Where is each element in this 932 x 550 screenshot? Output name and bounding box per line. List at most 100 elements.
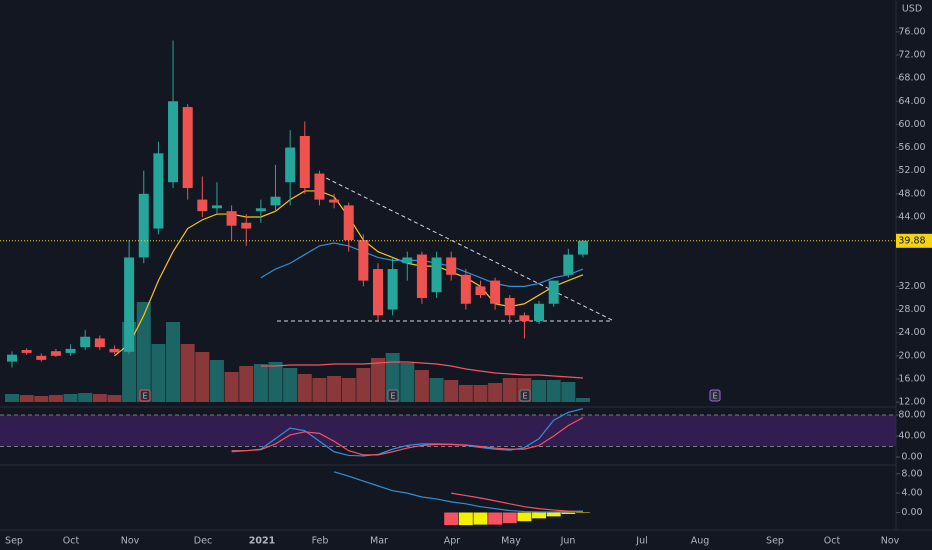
volume-bar (268, 362, 283, 402)
macd-histogram-bar (458, 512, 473, 526)
candle-body (387, 269, 398, 310)
x-tick-label: Feb (312, 536, 329, 547)
candle-body (138, 193, 149, 258)
candle-body (563, 254, 574, 275)
earnings-label: E (712, 392, 717, 401)
y-tick-label: 80.00 (898, 409, 925, 420)
volume-bar (575, 398, 590, 402)
candle-body (65, 348, 76, 353)
y-tick-label: 20.00 (898, 350, 925, 361)
candle-body (182, 107, 193, 189)
x-tick-label: Sep (5, 536, 23, 547)
x-tick-label: 2021 (249, 536, 275, 547)
candle-body (548, 280, 559, 304)
x-tick-label: Sep (766, 536, 784, 547)
macd-histogram-bar (502, 512, 517, 524)
candle-body (270, 196, 281, 206)
x-tick-label: Jun (560, 536, 576, 547)
x-tick-label: Nov (881, 536, 900, 547)
volume-bar (488, 383, 503, 402)
macd-histogram-bar (546, 512, 561, 517)
candle-body (475, 286, 486, 296)
candle-body (373, 269, 383, 316)
candle-body (431, 257, 442, 293)
candle-body (343, 205, 354, 241)
x-tick-label: Nov (121, 536, 140, 547)
stochastic-line (231, 417, 584, 456)
candle-body (124, 257, 135, 352)
volume-bar (561, 382, 576, 402)
y-tick-label: 28.00 (898, 304, 925, 315)
x-tick-label: Apr (444, 536, 461, 547)
y-tick-label: 52.00 (898, 165, 925, 176)
candle-body (446, 257, 457, 275)
y-tick-label: 0.00 (901, 452, 922, 463)
volume-bar (5, 394, 19, 402)
volume-bar (356, 368, 371, 402)
volume-bar (63, 394, 78, 402)
volume-bar (532, 380, 547, 402)
macd-histogram-bar (517, 512, 532, 522)
volume-bar (429, 378, 444, 402)
y-tick-label: 48.00 (898, 188, 925, 199)
y-tick-label: 12.00 (898, 397, 925, 408)
volume-bar (341, 378, 356, 402)
y-tick-label: 72.00 (898, 49, 925, 60)
current-price-label: 39.88 (898, 235, 925, 246)
x-tick-label: Aug (691, 536, 710, 547)
y-tick-label: 64.00 (898, 96, 925, 107)
x-tick-label: Oct (63, 536, 80, 547)
candle-body (314, 173, 325, 200)
earnings-label: E (390, 392, 395, 401)
volume-bar (107, 395, 122, 402)
candle-body (168, 101, 179, 183)
macd-histogram-bar (532, 512, 547, 519)
volume-bar (239, 366, 254, 402)
earnings-label: E (142, 392, 147, 401)
volume-bar (458, 385, 473, 402)
candle-body (255, 208, 266, 212)
candle-body (416, 254, 427, 298)
volume-bar (400, 363, 415, 402)
candle-body (534, 303, 545, 322)
candle-body (50, 351, 61, 356)
volume-bar (92, 394, 107, 402)
candle-body (7, 354, 17, 362)
candle-body (460, 274, 471, 304)
candle-body (519, 315, 530, 322)
candle-body (36, 355, 47, 360)
volume-bar (312, 378, 327, 402)
volume-bar (327, 376, 342, 402)
volume-ma-line (260, 361, 584, 379)
volume-bar (19, 395, 34, 402)
candle-body (109, 348, 120, 353)
y-tick-label: 8.00 (901, 468, 922, 479)
y-tick-label: 16.00 (898, 373, 925, 384)
volume-bar (473, 385, 488, 402)
y-tick-label: 60.00 (898, 119, 925, 130)
macd-line (333, 471, 583, 513)
macd-histogram-bar (488, 512, 503, 525)
candle-body (402, 257, 413, 264)
candle-body (197, 199, 208, 212)
volume-bar (224, 372, 239, 402)
volume-bar (371, 358, 385, 402)
volume-bar (48, 395, 63, 402)
volume-bar (78, 393, 93, 402)
earnings-label: E (522, 392, 527, 401)
x-tick-label: Jul (635, 536, 647, 547)
candle-body (241, 222, 252, 229)
volume-bar (209, 360, 224, 402)
macd-histogram-bar (444, 512, 459, 526)
candle-body (329, 199, 340, 203)
volume-bar (414, 370, 429, 402)
macd-line (451, 492, 583, 513)
candle-body (153, 153, 164, 229)
macd-histogram-bar (561, 512, 576, 514)
candle-body (358, 240, 369, 281)
candle-body (504, 297, 515, 316)
volume-bar (502, 378, 517, 402)
volume-bar (136, 302, 151, 402)
y-tick-label: 0.00 (901, 507, 922, 518)
